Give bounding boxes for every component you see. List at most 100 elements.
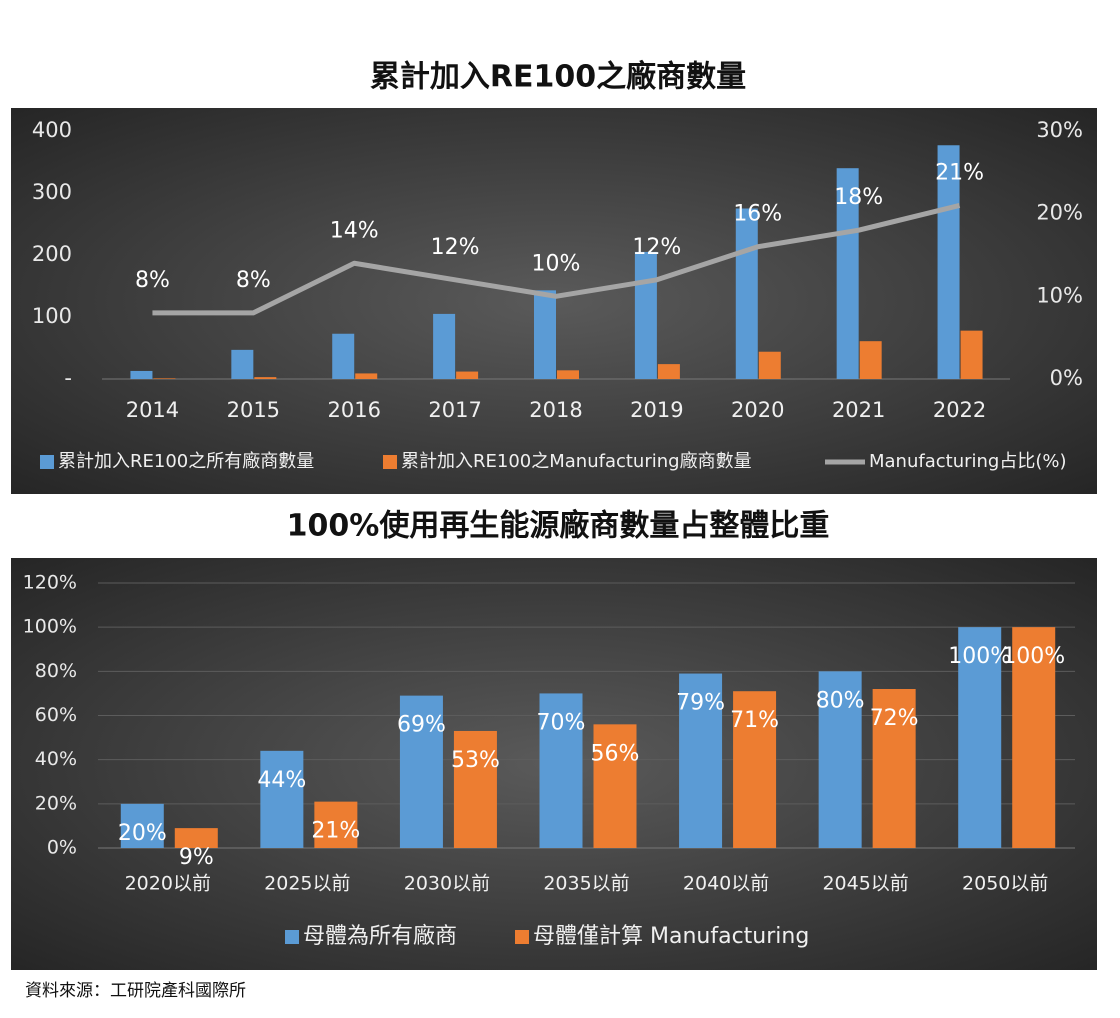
data-label: 12% [632, 235, 681, 260]
source-note: 資料來源：工研院產科國際所 [25, 981, 246, 1001]
bar [254, 377, 277, 379]
y-tick-label: 100% [23, 616, 77, 638]
bar [332, 333, 355, 379]
data-label: 8% [135, 268, 170, 293]
x-tick-label: 2030以前 [404, 873, 490, 895]
data-label: 16% [733, 202, 782, 227]
x-tick-label: 2017 [428, 398, 481, 422]
data-label: 53% [451, 748, 500, 773]
x-tick-label: 2021 [832, 398, 885, 422]
x-tick-label: 2035以前 [543, 873, 629, 895]
bar [634, 251, 657, 379]
bar [557, 370, 579, 379]
x-tick-label: 2020以前 [125, 873, 211, 895]
bar [859, 341, 882, 379]
data-label: 21% [311, 819, 360, 844]
y2-tick-label: 0% [1050, 366, 1083, 390]
bar [399, 695, 443, 848]
bar [433, 313, 456, 379]
y-tick-label: 0% [47, 837, 77, 859]
bar [593, 724, 637, 848]
y-tick-label: 40% [35, 748, 77, 770]
line-series [152, 202, 961, 316]
data-label: 21% [935, 160, 984, 185]
data-label: 100% [948, 644, 1011, 669]
data-label: 12% [431, 235, 480, 260]
bar [174, 828, 218, 848]
y-tick-label: 20% [35, 792, 77, 814]
x-tick-label: 2014 [126, 398, 179, 422]
data-label: 9% [179, 845, 214, 870]
bar [355, 373, 378, 379]
data-label: 20% [118, 821, 167, 846]
bar [260, 750, 304, 848]
chart-title: 100%使用再生能源廠商數量占整體比重 [287, 509, 830, 544]
legend-label: 累計加入RE100之Manufacturing廠商數量 [401, 450, 752, 472]
bar [872, 689, 916, 848]
data-label: 70% [537, 710, 586, 735]
x-tick-label: 2040以前 [683, 873, 769, 895]
data-label: 8% [236, 268, 271, 293]
y-tick-label: 400 [32, 118, 72, 142]
data-label: 56% [591, 741, 640, 766]
bar [153, 378, 176, 379]
x-tick-label: 2020 [731, 398, 784, 422]
legend-label: 母體為所有廠商 [303, 924, 457, 949]
y-tick-label: 80% [35, 660, 77, 682]
y-tick-label: - [64, 366, 72, 390]
data-label: 72% [870, 706, 919, 731]
legend-label: 母體僅計算 Manufacturing [533, 924, 809, 949]
x-tick-label: 2018 [529, 398, 582, 422]
data-label: 10% [532, 251, 581, 276]
bar [539, 693, 583, 848]
data-label: 18% [834, 185, 883, 210]
bar [758, 351, 781, 379]
bar [657, 364, 680, 379]
bar [958, 627, 1002, 848]
data-label: 100% [1002, 644, 1065, 669]
x-tick-label: 2019 [630, 398, 683, 422]
y-tick-label: 100 [32, 304, 72, 328]
y-tick-label: 200 [32, 242, 72, 266]
bar [120, 803, 164, 848]
legend-swatch [40, 455, 54, 469]
bar [735, 208, 758, 379]
data-label: 79% [676, 691, 725, 716]
y-tick-label: 300 [32, 180, 72, 204]
y2-tick-label: 10% [1036, 283, 1083, 307]
bar [314, 801, 358, 848]
chart-title: 累計加入RE100之廠商數量 [370, 60, 746, 95]
data-label: 44% [257, 768, 306, 793]
legend-label: Manufacturing占比(%) [869, 451, 1067, 472]
y-tick-label: 120% [23, 572, 77, 594]
bar [937, 145, 960, 379]
bar [679, 673, 723, 848]
legend-swatch [285, 930, 299, 944]
data-label: 80% [816, 688, 865, 713]
bar [453, 730, 497, 848]
legend-swatch [515, 930, 529, 944]
data-label: 69% [397, 713, 446, 738]
bar [960, 330, 983, 379]
x-tick-label: 2015 [227, 398, 280, 422]
bar [534, 290, 556, 379]
bar [733, 691, 777, 848]
bar [130, 370, 153, 379]
bar [231, 349, 254, 379]
y2-tick-label: 20% [1036, 201, 1083, 225]
legend-label: 累計加入RE100之所有廠商數量 [58, 450, 314, 472]
legend-swatch [383, 455, 397, 469]
x-tick-label: 2045以前 [822, 873, 908, 895]
bar [456, 371, 479, 379]
bar [818, 671, 862, 848]
y2-tick-label: 30% [1036, 118, 1083, 142]
data-label: 14% [330, 218, 379, 243]
x-tick-label: 2016 [327, 398, 380, 422]
x-tick-label: 2050以前 [962, 873, 1048, 895]
data-label: 71% [730, 708, 779, 733]
y-tick-label: 60% [35, 704, 77, 726]
bar [836, 168, 859, 379]
x-tick-label: 2022 [933, 398, 986, 422]
x-tick-label: 2025以前 [264, 873, 350, 895]
